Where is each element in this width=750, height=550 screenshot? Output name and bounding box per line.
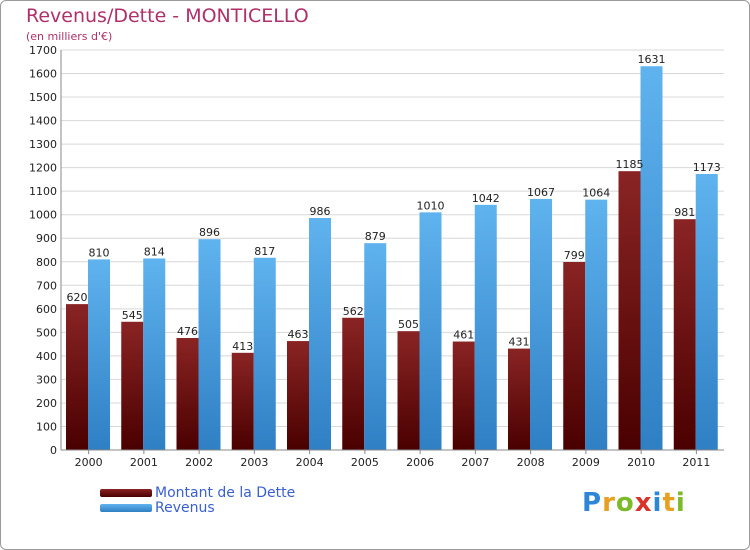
data-label-revenus: 896 [199, 226, 220, 239]
x-tick-label: 2001 [130, 456, 158, 469]
data-label-dette: 981 [674, 206, 695, 219]
y-tick-label: 500 [36, 326, 57, 339]
legend-label-revenus: Revenus [155, 500, 215, 516]
data-label-dette: 620 [67, 291, 88, 304]
proxiti-logo: Proxiti [582, 488, 686, 518]
bar-revenus [143, 258, 166, 450]
x-tick-label: 2011 [682, 456, 710, 469]
x-tick-label: 2009 [572, 456, 600, 469]
data-label-revenus: 1631 [638, 53, 666, 66]
y-tick-label: 1700 [29, 44, 57, 57]
bar-revenus [695, 174, 718, 450]
legend-swatch-revenus [100, 504, 152, 512]
data-label-dette: 431 [509, 336, 530, 349]
data-labels: 620 810 545 814 476 896 413 817 463 986 562 879 505 1… [67, 53, 721, 353]
bar-dette [618, 171, 641, 451]
bar-dette [287, 341, 309, 450]
bar-dette [231, 352, 254, 450]
logo-letter: x [634, 488, 653, 518]
bar-revenus [88, 259, 110, 450]
data-label-dette: 413 [232, 340, 253, 353]
data-label-revenus: 817 [254, 245, 275, 258]
logo-letter: i [675, 488, 686, 518]
x-tick-label: 2002 [185, 456, 213, 469]
data-label-dette: 476 [177, 325, 198, 338]
x-tick-label: 2006 [406, 456, 434, 469]
x-tick-label: 2007 [461, 456, 489, 469]
y-tick-label: 1500 [29, 91, 57, 104]
chart-title: Revenus/Dette - MONTICELLO [26, 5, 309, 27]
axes: 0 100 200 300 400 500 600 700 800 900 1000 1100 1200… [29, 44, 724, 469]
bar-revenus [640, 66, 663, 450]
bar-dette [508, 348, 530, 450]
data-label-revenus: 810 [89, 246, 110, 259]
bar-revenus [309, 218, 331, 450]
bar-revenus [474, 204, 497, 450]
logo-letter: i [652, 488, 663, 518]
data-label-dette: 545 [122, 309, 143, 322]
x-tick-label: 2004 [296, 456, 324, 469]
bar-dette [452, 341, 475, 450]
y-tick-label: 1300 [29, 138, 57, 151]
grid [61, 49, 724, 451]
y-tick-label: 200 [36, 397, 57, 410]
y-tick-label: 900 [36, 232, 57, 245]
y-tick-label: 1400 [29, 115, 57, 128]
bar-dette [673, 219, 696, 450]
chart-subtitle: (en milliers d'€) [26, 30, 113, 43]
bar-dette [66, 304, 88, 450]
logo-letter: t [662, 488, 676, 518]
x-tick-label: 2008 [517, 456, 545, 469]
bars [66, 66, 718, 451]
x-tick-label: 2010 [627, 456, 655, 469]
data-label-revenus: 879 [365, 230, 386, 243]
bar-dette [563, 262, 586, 450]
bar-dette [176, 338, 199, 450]
y-tick-label: 300 [36, 373, 57, 386]
legend-label-dette: Montant de la Dette [155, 485, 296, 501]
bar-dette [397, 331, 420, 450]
bar-revenus [585, 199, 608, 450]
y-tick-label: 1000 [29, 209, 57, 222]
bar-revenus [198, 239, 221, 450]
y-tick-label: 400 [36, 350, 57, 363]
y-tick-label: 1200 [29, 162, 57, 175]
y-tick-label: 800 [36, 256, 57, 269]
data-label-revenus: 1067 [527, 186, 555, 199]
bar-revenus [364, 243, 387, 450]
legend-swatch-dette [100, 489, 152, 497]
data-label-dette: 463 [288, 328, 309, 341]
bar-revenus [253, 257, 276, 450]
y-tick-label: 1100 [29, 185, 57, 198]
data-label-revenus: 1064 [582, 187, 610, 200]
y-tick-label: 0 [50, 444, 57, 457]
data-label-revenus: 1042 [472, 192, 500, 205]
y-tick-label: 100 [36, 420, 57, 433]
y-tick-label: 1600 [29, 68, 57, 81]
y-tick-label: 700 [36, 279, 57, 292]
logo-letter: P [582, 488, 603, 518]
bar-revenus [530, 198, 552, 450]
y-tick-label: 600 [36, 303, 57, 316]
data-label-revenus: 1173 [693, 161, 721, 174]
data-label-revenus: 986 [310, 205, 331, 218]
logo-letter: r [602, 488, 616, 518]
data-label-dette: 799 [564, 249, 585, 262]
data-label-dette: 461 [453, 329, 474, 342]
x-tick-label: 2005 [351, 456, 379, 469]
data-label-revenus: 814 [144, 245, 165, 258]
x-tick-label: 2000 [75, 456, 103, 469]
logo-letter: o [615, 488, 635, 518]
x-tick-label: 2003 [240, 456, 268, 469]
bar-dette [121, 321, 144, 450]
data-label-revenus: 1010 [417, 199, 445, 212]
data-label-dette: 1185 [616, 158, 644, 171]
bar-revenus [419, 212, 442, 450]
data-label-dette: 562 [343, 305, 364, 318]
bar-dette [342, 317, 365, 450]
data-label-dette: 505 [398, 318, 419, 331]
